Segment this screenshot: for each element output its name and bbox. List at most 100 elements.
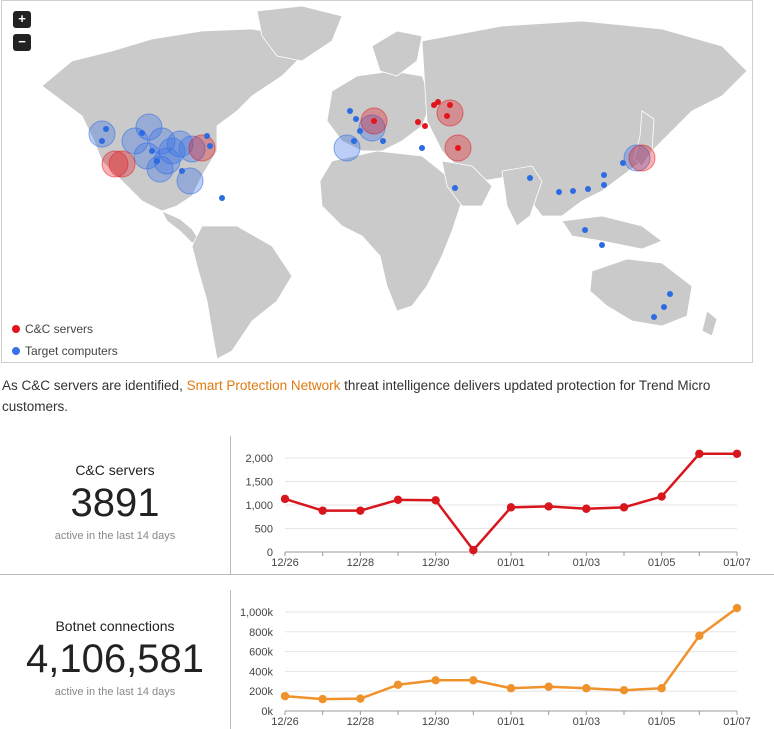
cc-marker [447,102,453,108]
cc-marker [444,113,450,119]
cc-cluster-marker [101,150,129,178]
southeast-asia-islands [561,215,663,250]
map-markers [88,99,673,320]
target-marker [527,175,533,181]
legend-label: C&C servers [25,322,94,336]
target-marker [585,186,591,192]
arabia-landmass [441,160,493,207]
target-marker [353,116,359,122]
stat-cc-servers: C&C servers 3891 active in the last 14 d… [0,462,230,542]
y-tick-label: 500 [255,524,273,536]
data-point [393,495,403,505]
y-tick-label: 200k [249,686,273,698]
cc-cluster-marker [436,99,464,127]
threat-map[interactable]: + − C&C servers Target computers [1,0,753,363]
cc-marker [415,119,421,125]
data-point [318,694,327,704]
y-tick-label: 1,000k [240,607,274,619]
legend-item-cc-servers: C&C servers [12,322,93,336]
stat-botnet-connections: Botnet connections 4,106,581 active in t… [0,618,230,698]
cc-marker [422,123,428,129]
data-point [469,545,478,555]
greenland-landmass [256,5,343,62]
x-tick-label: 01/01 [497,716,525,728]
smart-protection-network-link[interactable]: Smart Protection Network [186,378,341,393]
data-point [431,676,440,685]
data-point [506,503,516,512]
target-marker [620,160,626,166]
cc-marker [435,99,441,105]
data-point [695,631,704,640]
stat-value: 3891 [70,481,160,525]
caption-before: As C&C servers are identified, [2,378,187,393]
x-tick-label: 12/26 [271,557,299,569]
cc-cluster-marker [108,150,136,178]
target-marker [582,227,588,233]
data-point [318,506,327,515]
target-cluster-marker [148,127,176,155]
x-tick-label: 01/07 [723,557,751,569]
x-tick-label: 01/01 [497,557,525,569]
zoom-out-button[interactable]: − [13,34,31,51]
target-marker [219,195,225,201]
stat-label: C&C servers [75,462,155,478]
legend-label: Target computers [25,344,118,358]
target-cluster-marker [176,167,204,195]
stat-label: Botnet connections [55,618,175,634]
data-point [582,504,591,513]
world-map [41,5,748,360]
target-marker [347,108,353,114]
divider-vertical [230,436,231,574]
x-tick-label: 12/28 [347,716,375,728]
data-point [619,686,629,695]
stat-value: 4,106,581 [26,637,204,681]
target-marker [651,314,657,320]
scandinavia-landmass [371,30,423,77]
legend-item-target-computers: Target computers [12,344,118,358]
cc-cluster-marker [628,144,656,172]
target-marker [601,172,607,178]
data-point [732,449,742,458]
x-tick-label: 12/30 [422,557,450,569]
data-point [280,494,290,504]
blue-dot-icon [12,347,20,355]
north-america-landmass [41,28,303,212]
australia-landmass [589,258,693,327]
target-marker [570,188,576,194]
data-point [280,691,290,701]
x-tick-label: 12/26 [271,716,299,728]
cc-marker [455,145,461,151]
y-tick-label: 800k [249,627,273,639]
data-point [393,680,403,689]
zoom-in-button[interactable]: + [13,11,31,28]
data-point [695,449,704,458]
data-point [657,684,666,693]
target-marker [667,291,673,297]
data-point [732,603,742,613]
data-point [469,676,478,685]
target-cluster-marker [178,135,206,163]
cc-servers-line-chart: 0 500 1,000 1,500 2,000 12/26 12/28 12/30 01/01 0… [245,449,751,569]
x-tick-label: 01/05 [648,557,676,569]
target-marker [599,242,605,248]
y-tick-label: 1,000 [245,500,273,512]
central-america-landmass [161,210,201,244]
x-tick-label: 01/07 [723,716,751,728]
africa-landmass [319,150,463,312]
x-tick-label: 01/03 [573,716,601,728]
series-line [284,452,737,553]
south-america-landmass [191,225,293,360]
data-point [657,492,666,501]
data-point [431,496,440,505]
target-marker [601,182,607,188]
divider-vertical [230,590,231,729]
caption-text: As C&C servers are identified, Smart Pro… [2,375,772,417]
y-tick-label: 600k [249,647,273,659]
x-tick-label: 12/30 [422,716,450,728]
target-marker [419,145,425,151]
target-marker [661,304,667,310]
data-point [544,682,553,691]
x-tick-label: 01/03 [573,557,601,569]
cc-cluster-marker [188,134,216,162]
y-tick-label: 2,000 [245,453,273,465]
